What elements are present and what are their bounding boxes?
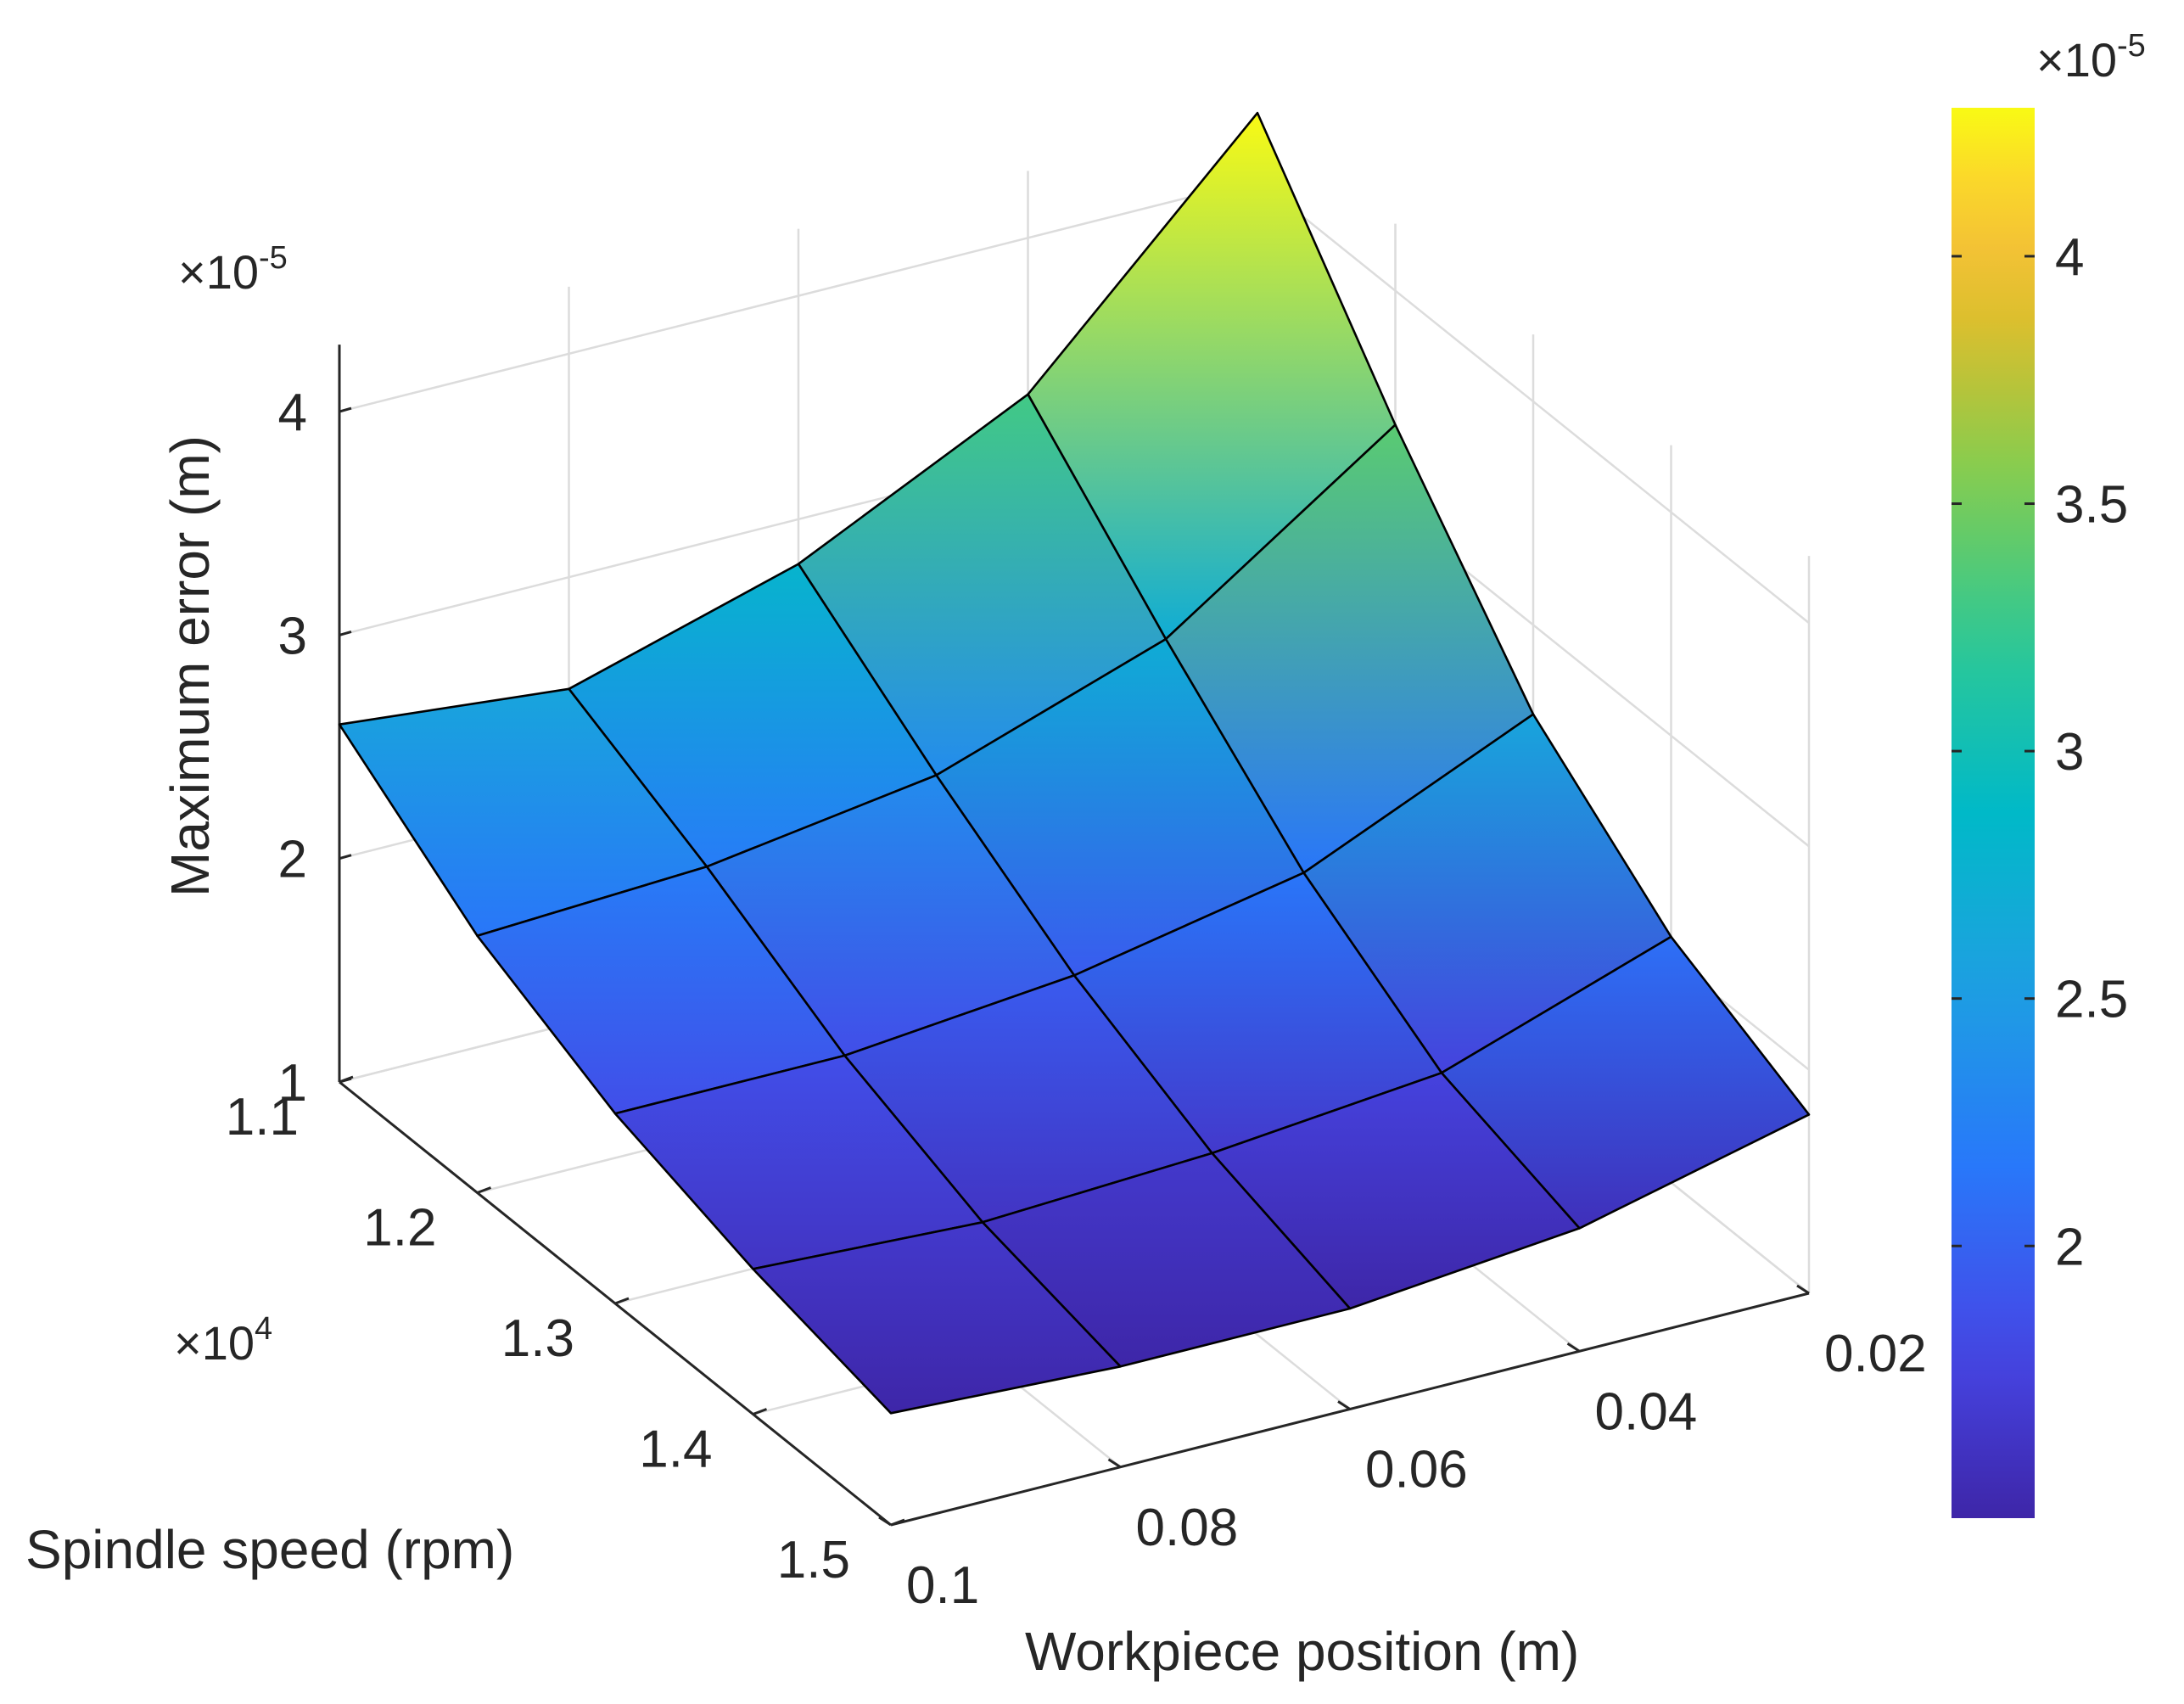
y-axis-exponent: ×104 — [174, 1311, 272, 1370]
x-tick-label: 0.02 — [1824, 1325, 1927, 1383]
z-axis-label: Maximum error (m) — [160, 435, 221, 897]
x-tick-label: 0.06 — [1365, 1441, 1468, 1499]
y-tick-labels: 1.1 1.2 1.3 1.4 1.5 — [226, 1088, 850, 1589]
colorbar-tick-label: 2 — [2055, 1218, 2084, 1276]
back-wall-grid-line — [339, 178, 1258, 413]
z-tick-label: 3 — [278, 607, 307, 665]
colorbar-tick-label: 3 — [2055, 723, 2084, 782]
y-tick-mark — [890, 1518, 905, 1527]
z-tick-mark — [339, 630, 352, 636]
colorbar-ticks — [1952, 255, 2035, 1247]
x-tick-label: 0.08 — [1136, 1499, 1239, 1557]
colorbar: 2 2.5 3 3.5 4 ×10-5 — [1952, 28, 2146, 1518]
z-tick-label: 2 — [278, 831, 307, 889]
y-axis-label: Spindle speed (rpm) — [25, 1519, 514, 1580]
x-tick-mark — [1566, 1342, 1581, 1353]
y-tick-mark — [752, 1408, 768, 1415]
surface-facet — [752, 1221, 1122, 1415]
x-tick-mark — [1337, 1400, 1351, 1410]
colorbar-tick-label: 3.5 — [2055, 476, 2128, 535]
y-tick-label: 1.4 — [639, 1421, 712, 1479]
axes — [338, 345, 1810, 1527]
x-tick-mark — [1796, 1284, 1810, 1295]
colorbar-exponent: ×10-5 — [2036, 28, 2146, 87]
x-tick-label: 0.1 — [906, 1556, 979, 1615]
x-tick-labels: 0.02 0.04 0.06 0.08 0.1 — [906, 1325, 1927, 1615]
z-tick-label: 1 — [278, 1054, 307, 1113]
z-tick-mark — [339, 406, 352, 413]
z-tick-mark — [339, 854, 352, 860]
side-wall-grid-line — [1257, 179, 1810, 625]
x-tick-mark — [878, 1516, 892, 1527]
z-tick-label: 4 — [278, 384, 307, 442]
z-axis-exponent: ×10-5 — [178, 240, 288, 299]
y-tick-mark — [339, 1075, 354, 1084]
colorbar-tick-label: 4 — [2055, 228, 2084, 287]
x-axis-label: Workpiece position (m) — [1025, 1621, 1579, 1682]
y-tick-label: 1.1 — [226, 1088, 299, 1146]
y-tick-label: 1.2 — [363, 1199, 436, 1258]
surface — [338, 111, 1811, 1415]
z-tick-labels: 1 2 3 4 — [278, 384, 307, 1113]
colorbar-tick-label: 2.5 — [2055, 971, 2128, 1029]
y-tick-mark — [614, 1297, 630, 1305]
x-tick-label: 0.04 — [1595, 1382, 1698, 1441]
x-tick-mark — [1107, 1458, 1122, 1469]
y-tick-label: 1.3 — [501, 1309, 574, 1368]
colorbar-tick-labels: 2 2.5 3 3.5 4 — [2055, 228, 2128, 1276]
colorbar-bar — [1952, 108, 2035, 1518]
y-tick-mark — [476, 1186, 492, 1194]
y-tick-label: 1.5 — [777, 1531, 850, 1589]
